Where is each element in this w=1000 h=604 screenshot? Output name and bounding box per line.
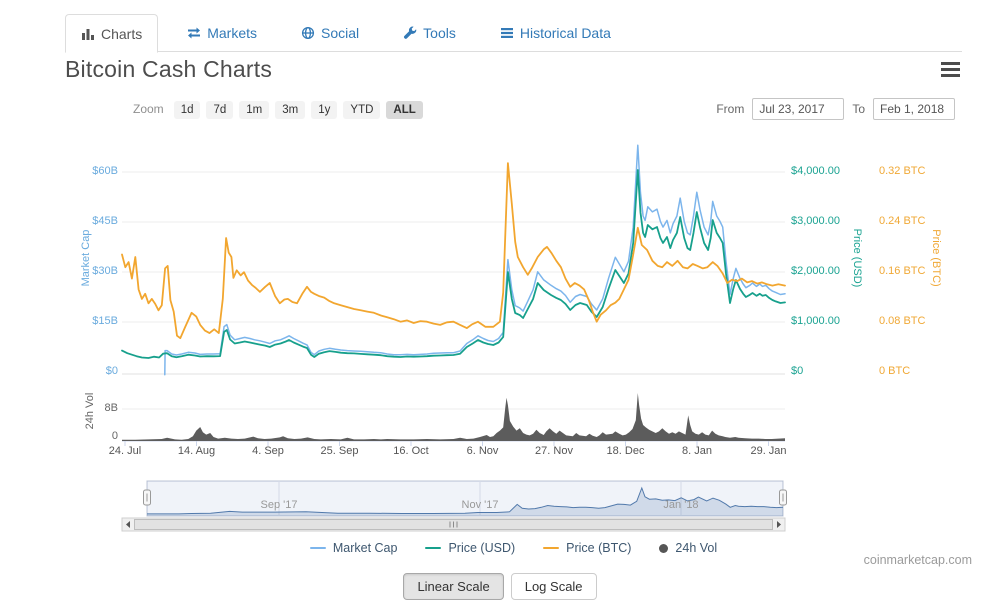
legend-label: Price (BTC)	[566, 541, 632, 555]
chart-legend: Market Cap Price (USD) Price (BTC) 24h Vol	[65, 541, 962, 555]
zoom-range-7d[interactable]: 7d	[206, 100, 234, 119]
zoom-range-1d[interactable]: 1d	[173, 100, 201, 119]
tab-historical-data[interactable]: Historical Data	[485, 14, 626, 52]
legend-marker	[659, 543, 669, 553]
tab-markets[interactable]: Markets	[172, 14, 272, 52]
navigator-area	[147, 488, 783, 516]
exchange-arrows-icon	[187, 26, 201, 40]
legend-item-24h-vol[interactable]: 24h Vol	[659, 541, 717, 555]
tab-label: Tools	[423, 25, 456, 41]
scrollbar-left-arrow[interactable]	[126, 521, 130, 528]
chart-context-menu-button[interactable]	[939, 60, 962, 79]
page-title: Bitcoin Cash Charts	[65, 56, 273, 82]
navigator-right-handle[interactable]	[779, 489, 787, 506]
tab-charts[interactable]: Charts	[65, 14, 159, 53]
date-range-group: From To	[708, 98, 955, 120]
zoom-range-ytd[interactable]: YTD	[343, 100, 381, 119]
legend-label: 24h Vol	[675, 541, 718, 555]
market-cap-line	[164, 144, 786, 376]
navigator-selected-mask[interactable]	[147, 481, 783, 516]
scale-toggle-group: Linear Scale Log Scale	[0, 573, 1000, 600]
tab-social[interactable]: Social	[286, 14, 374, 52]
legend-item-price-usd-[interactable]: Price (USD)	[425, 541, 515, 555]
tab-label: Markets	[207, 25, 258, 41]
legend-item-price-btc-[interactable]: Price (BTC)	[543, 541, 631, 555]
zoom-range-3m[interactable]: 3m	[275, 100, 306, 119]
wrench-icon	[403, 26, 417, 40]
zoom-range-buttons: 1d 7d 1m 3m 1y YTD ALL	[168, 100, 423, 119]
legend-marker	[543, 547, 560, 549]
tab-label: Charts	[101, 25, 143, 42]
hamburger-icon	[941, 62, 960, 65]
navigator-frame	[146, 480, 784, 517]
log-scale-button[interactable]: Log Scale	[510, 573, 597, 600]
tab-label: Historical Data	[519, 25, 611, 41]
tab-bar: Charts Markets Social Tools Historical D…	[65, 14, 962, 53]
to-date-input[interactable]	[873, 98, 955, 120]
to-label: To	[852, 102, 865, 116]
legend-marker	[425, 547, 442, 549]
legend-label: Market Cap	[332, 541, 398, 555]
title-row: Bitcoin Cash Charts	[65, 56, 962, 83]
watermark: coinmarketcap.com	[863, 553, 972, 567]
navigator-series-line	[147, 486, 784, 515]
zoom-label: Zoom	[133, 102, 164, 116]
linear-scale-button[interactable]: Linear Scale	[403, 573, 504, 600]
price-btc--line	[121, 162, 786, 340]
price-usd--line	[121, 169, 786, 359]
tab-tools[interactable]: Tools	[388, 14, 471, 52]
scrollbar-right-arrow[interactable]	[777, 521, 781, 528]
bar-chart-icon	[81, 27, 95, 41]
table-icon	[500, 26, 514, 40]
zoom-range-1m[interactable]: 1m	[239, 100, 270, 119]
legend-label: Price (USD)	[448, 541, 516, 555]
zoom-range-group: Zoom 1d 7d 1m 3m 1y YTD ALL	[133, 100, 423, 119]
tab-divider	[65, 51, 962, 52]
24h-vol-area	[122, 393, 785, 441]
zoom-range-all[interactable]: ALL	[386, 100, 423, 119]
chart-toolbar: Zoom 1d 7d 1m 3m 1y YTD ALL From To	[65, 96, 955, 122]
from-label: From	[716, 102, 745, 116]
tab-label: Social	[321, 25, 360, 41]
legend-item-market-cap[interactable]: Market Cap	[309, 541, 398, 555]
legend-marker	[309, 547, 326, 549]
navigator-left-handle[interactable]	[143, 489, 151, 506]
globe-icon	[301, 26, 315, 40]
from-date-input[interactable]	[752, 98, 845, 120]
zoom-range-1y[interactable]: 1y	[311, 100, 338, 119]
